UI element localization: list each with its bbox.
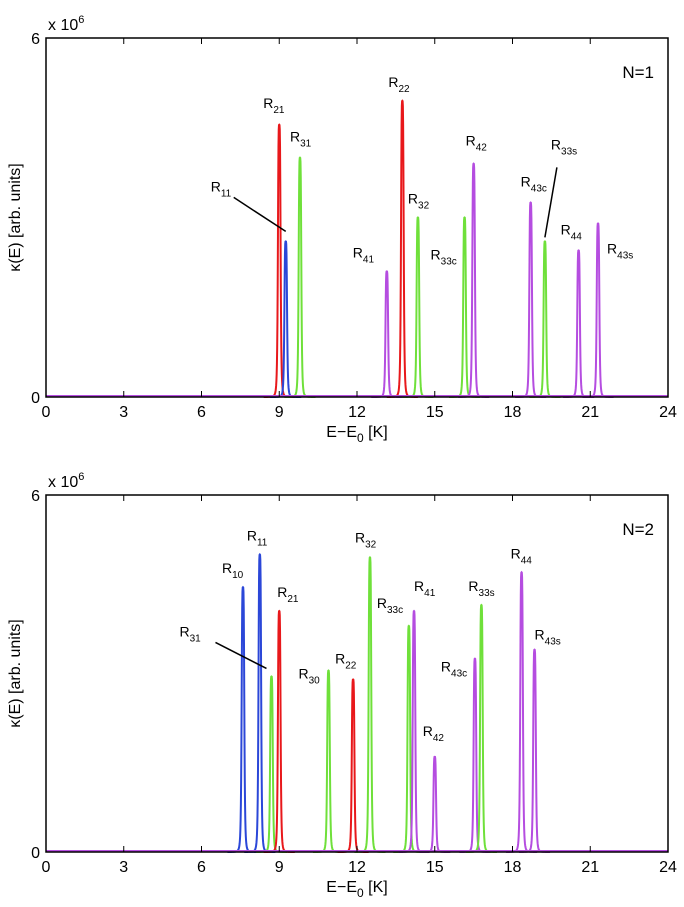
peak-R43c bbox=[459, 657, 491, 853]
x-tick-label: 24 bbox=[659, 859, 677, 876]
peak-label-R43s: R43s bbox=[535, 627, 561, 648]
x-tick-label: 18 bbox=[504, 404, 522, 421]
x-tick-label: 12 bbox=[348, 404, 366, 421]
peak-R31 bbox=[284, 156, 316, 398]
peak-label-R31: R31 bbox=[290, 129, 312, 150]
leader-line-R31 bbox=[215, 641, 267, 670]
chart-panel-2: 0 3 6 9 12 15 18 21 24 0 6 x 106 κ(E) [arb. units] E−… bbox=[7, 471, 677, 900]
x-tick-label: 9 bbox=[275, 859, 284, 876]
leader-line-R33s bbox=[544, 167, 558, 238]
peak-label-R11: R11 bbox=[211, 178, 232, 199]
y-scale-factor: x 106 bbox=[48, 471, 84, 491]
peak-R33s bbox=[465, 603, 497, 853]
x-tick-label: 6 bbox=[197, 859, 206, 876]
x-tick-label: 0 bbox=[42, 859, 51, 876]
y-tick-label: 0 bbox=[31, 390, 40, 407]
peak-R42 bbox=[419, 755, 451, 853]
x-axis-label: E−E0 [K] bbox=[326, 424, 387, 445]
peak-label-R41: R41 bbox=[353, 244, 375, 265]
x-tick-label: 21 bbox=[581, 859, 599, 876]
y-scale-factor: x 106 bbox=[48, 14, 84, 34]
x-tick-label: 3 bbox=[119, 859, 128, 876]
x-tick-label: 18 bbox=[504, 859, 522, 876]
peak-label-R42: R42 bbox=[466, 133, 488, 154]
peak-R43c bbox=[515, 201, 547, 398]
peak-label-R41: R41 bbox=[414, 578, 436, 599]
peak-label-R31: R31 bbox=[179, 623, 201, 644]
leader-line-R11 bbox=[233, 196, 287, 233]
peak-R41 bbox=[371, 270, 403, 398]
x-tick-label: 9 bbox=[275, 404, 284, 421]
peak-label-R10: R10 bbox=[222, 560, 244, 581]
y-tick-label: 6 bbox=[31, 31, 40, 48]
peak-label-R21: R21 bbox=[263, 95, 285, 116]
peak-label-R44: R44 bbox=[561, 221, 583, 242]
axes-frame bbox=[45, 37, 669, 398]
peak-R33c bbox=[393, 624, 425, 853]
panel-label: N=1 bbox=[622, 63, 654, 82]
peak-label-R30: R30 bbox=[298, 666, 320, 687]
y-axis-label: κ(E) [arb. units] bbox=[7, 163, 24, 271]
x-tick-label: 3 bbox=[119, 404, 128, 421]
peak-label-R33c: R33c bbox=[431, 247, 457, 268]
x-tick-label: 21 bbox=[581, 404, 599, 421]
peak-label-R21: R21 bbox=[277, 584, 299, 605]
x-tick-label: 15 bbox=[426, 859, 444, 876]
x-tick-label: 15 bbox=[426, 404, 444, 421]
peak-R10 bbox=[227, 585, 259, 853]
peak-label-R32: R32 bbox=[355, 529, 377, 550]
peak-label-R44: R44 bbox=[511, 545, 533, 566]
x-tick-label: 24 bbox=[659, 404, 677, 421]
y-tick-label: 6 bbox=[31, 488, 40, 505]
peak-R21 bbox=[263, 123, 295, 398]
peak-label-R43c: R43c bbox=[441, 659, 467, 680]
peak-label-R33s: R33s bbox=[468, 578, 494, 599]
peak-label-R42: R42 bbox=[423, 723, 445, 744]
panel-label: N=2 bbox=[622, 520, 654, 539]
y-tick-label: 0 bbox=[31, 845, 40, 862]
peak-label-R22: R22 bbox=[335, 650, 357, 671]
peak-R44 bbox=[563, 249, 595, 398]
peak-label-R33c: R33c bbox=[377, 595, 403, 616]
axes-frame bbox=[45, 494, 669, 853]
peak-label-R43s: R43s bbox=[607, 240, 633, 261]
x-tick-label: 6 bbox=[197, 404, 206, 421]
peak-label-R32: R32 bbox=[408, 191, 430, 212]
chart-panel-1: 0 3 6 9 12 15 18 21 24 0 6 x 106 κ(E) [arb. units] E−… bbox=[7, 14, 677, 445]
peak-label-R43c: R43c bbox=[521, 174, 547, 195]
peak-R22 bbox=[337, 678, 369, 853]
peak-label-R11: R11 bbox=[247, 528, 268, 549]
x-axis-label: E−E0 [K] bbox=[326, 879, 387, 900]
peak-R32 bbox=[402, 216, 434, 398]
y-axis-label: κ(E) [arb. units] bbox=[7, 619, 24, 727]
peak-label-R22: R22 bbox=[388, 74, 410, 95]
peak-R21 bbox=[263, 609, 295, 853]
peak-R22 bbox=[386, 99, 418, 398]
peak-R30 bbox=[312, 669, 345, 853]
peak-R33s bbox=[529, 240, 561, 398]
x-tick-label: 0 bbox=[42, 404, 51, 421]
peak-label-R33s: R33s bbox=[551, 136, 577, 157]
x-tick-label: 12 bbox=[348, 859, 366, 876]
